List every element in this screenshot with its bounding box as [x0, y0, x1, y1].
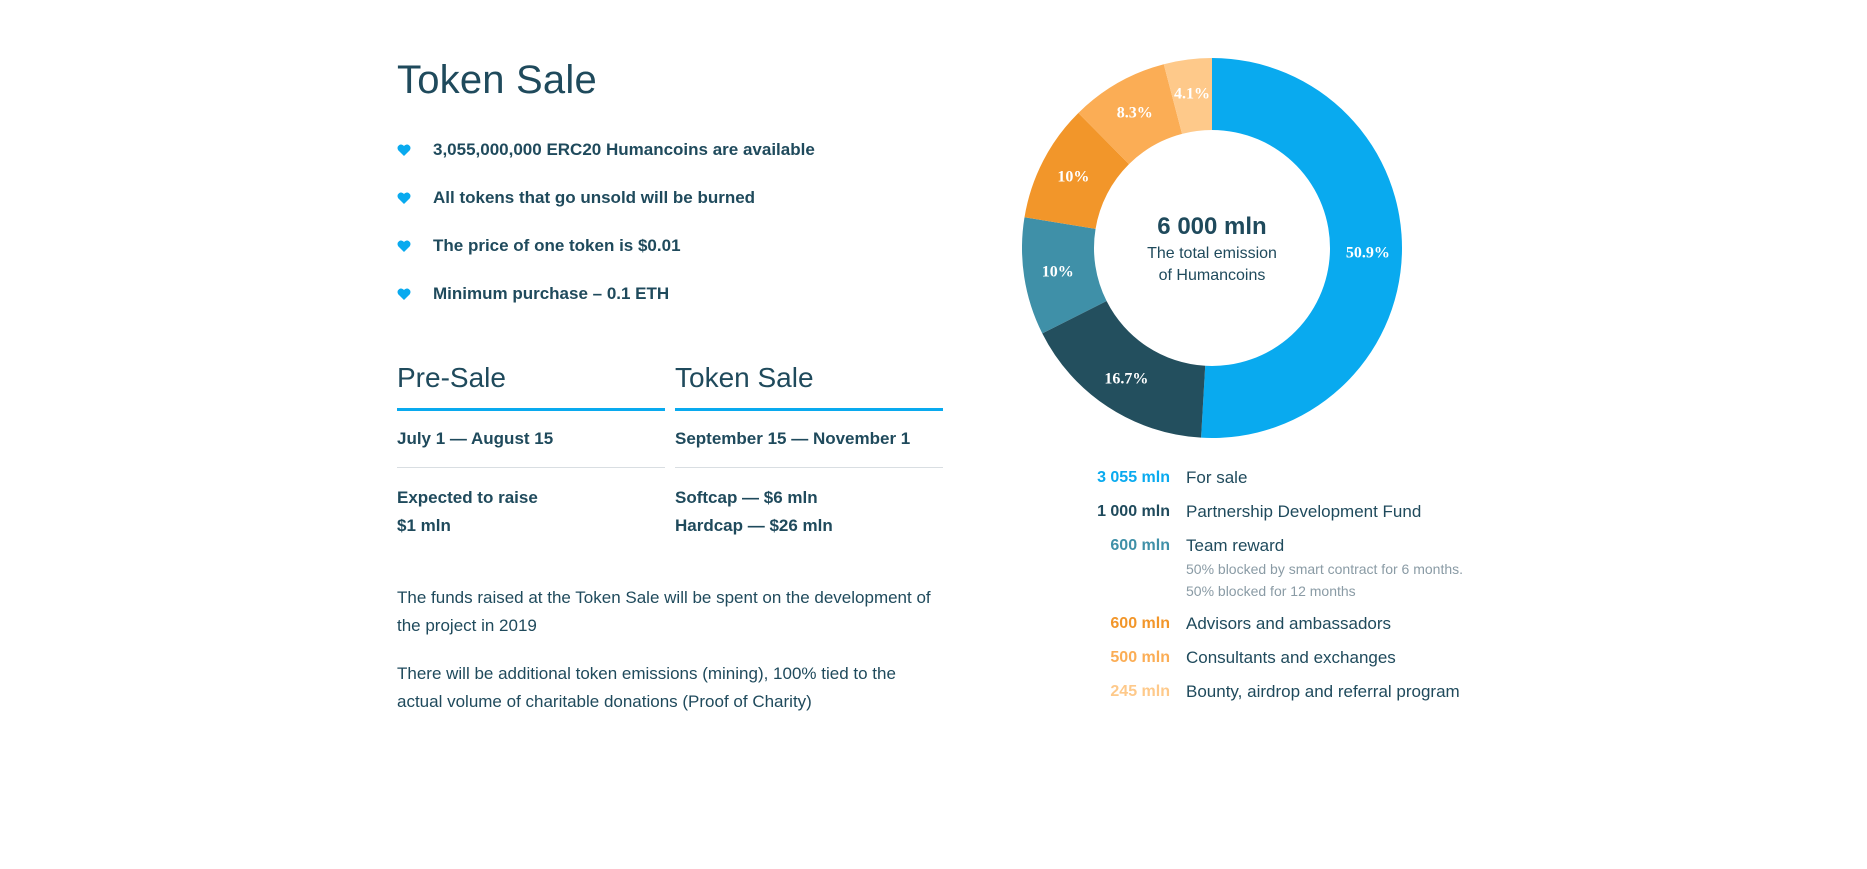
legend-text: Partnership Development Fund	[1186, 500, 1421, 524]
legend-value: 600 mln	[1110, 537, 1170, 554]
heart-icon	[397, 144, 411, 156]
legend-label: Consultants and exchanges	[1186, 648, 1396, 667]
legend-value: 245 mln	[1110, 683, 1170, 700]
page-title: Token Sale	[397, 58, 597, 102]
legend-label: For sale	[1186, 468, 1248, 487]
presale-heading: Pre-Sale	[397, 362, 665, 411]
chart-legend: 3 055 mln For sale 1 000 mln Partnership…	[1060, 466, 1500, 714]
presale-column: Pre-Sale July 1 — August 15 Expected to …	[397, 362, 665, 540]
bullet-text: All tokens that go unsold will be burned	[433, 188, 756, 207]
legend-note: 50% blocked by smart contract for 6 mont…	[1186, 561, 1464, 577]
presale-goal-line1: Expected to raise	[397, 488, 538, 507]
sale-stages: Pre-Sale July 1 — August 15 Expected to …	[397, 362, 957, 540]
legend-row: 500 mln Consultants and exchanges	[1060, 646, 1500, 670]
legend-label: Advisors and ambassadors	[1186, 614, 1392, 633]
token-sale-section: Token Sale 3,055,000,000 ERC20 Humancoin…	[397, 58, 957, 716]
donut-slice	[1201, 58, 1402, 438]
heart-icon	[397, 288, 411, 300]
list-item: The price of one token is $0.01	[397, 222, 957, 270]
donut-slice	[1042, 301, 1206, 438]
legend-value: 600 mln	[1110, 615, 1170, 632]
presale-goal: Expected to raise $1 mln	[397, 468, 665, 540]
slice-percent-label: 50.9%	[1346, 244, 1390, 261]
tokensale-dates: September 15 — November 1	[675, 411, 943, 468]
softcap-text: Softcap — $6 mln	[675, 488, 818, 507]
tokensale-column: Token Sale September 15 — November 1 Sof…	[675, 362, 943, 540]
slice-percent-label: 10%	[1042, 264, 1074, 281]
center-value: 6 000 mln	[1157, 213, 1266, 240]
legend-label: Bounty, airdrop and referral program	[1186, 682, 1460, 701]
legend-value: 1 000 mln	[1097, 503, 1170, 520]
legend-text: Team reward 50% blocked by smart contrac…	[1186, 534, 1463, 602]
funds-paragraph: The funds raised at the Token Sale will …	[397, 588, 931, 635]
presale-dates: July 1 — August 15	[397, 411, 665, 468]
legend-row: 245 mln Bounty, airdrop and referral pro…	[1060, 680, 1500, 704]
legend-text: Advisors and ambassadors	[1186, 612, 1391, 636]
legend-value: 3 055 mln	[1097, 469, 1170, 486]
list-item: Minimum purchase – 0.1 ETH	[397, 270, 957, 318]
legend-text: Consultants and exchanges	[1186, 646, 1396, 670]
donut-slice	[1078, 64, 1183, 165]
bullet-text: 3,055,000,000 ERC20 Humancoins are avail…	[433, 140, 815, 159]
bullet-text: Minimum purchase – 0.1 ETH	[433, 284, 670, 303]
donut-slice	[1024, 112, 1129, 229]
emission-donut-chart: 50.9% 16.7% 10% 10% 8.3% 4.1% 6 000 mln The t…	[1022, 58, 1402, 438]
presale-goal-line2: $1 mln	[397, 516, 451, 535]
center-caption-line2: of Humancoins	[1159, 267, 1266, 284]
legend-value: 500 mln	[1110, 649, 1170, 666]
legend-row: 600 mln Team reward 50% blocked by smart…	[1060, 534, 1500, 602]
slice-percent-label: 10%	[1057, 168, 1089, 185]
donut-slice	[1163, 58, 1212, 134]
tokensale-heading: Token Sale	[675, 362, 943, 411]
emissions-paragraph: There will be additional token emissions…	[397, 664, 896, 711]
list-item: 3,055,000,000 ERC20 Humancoins are avail…	[397, 126, 957, 174]
donut-svg: 50.9% 16.7% 10% 10% 8.3% 4.1% 6 000 mln The t…	[1022, 58, 1402, 438]
slice-percent-label: 4.1%	[1174, 85, 1210, 102]
center-caption-line1: The total emission	[1147, 245, 1277, 262]
legend-label: Partnership Development Fund	[1186, 502, 1422, 521]
legend-text: For sale	[1186, 466, 1247, 490]
heart-icon	[397, 192, 411, 204]
feature-list: 3,055,000,000 ERC20 Humancoins are avail…	[397, 126, 957, 318]
slice-percent-label: 16.7%	[1104, 370, 1148, 387]
hardcap-text: Hardcap — $26 mln	[675, 516, 833, 535]
tokensale-caps: Softcap — $6 mln Hardcap — $26 mln	[675, 468, 943, 540]
legend-row: 3 055 mln For sale	[1060, 466, 1500, 490]
legend-note: 50% blocked for 12 months	[1186, 583, 1356, 599]
heart-icon	[397, 240, 411, 252]
list-item: All tokens that go unsold will be burned	[397, 174, 957, 222]
legend-text: Bounty, airdrop and referral program	[1186, 680, 1460, 704]
legend-label: Team reward	[1186, 536, 1285, 555]
donut-slice	[1022, 217, 1107, 334]
legend-row: 1 000 mln Partnership Development Fund	[1060, 500, 1500, 524]
bullet-text: The price of one token is $0.01	[433, 236, 681, 255]
slice-percent-label: 8.3%	[1117, 104, 1153, 121]
legend-row: 600 mln Advisors and ambassadors	[1060, 612, 1500, 636]
